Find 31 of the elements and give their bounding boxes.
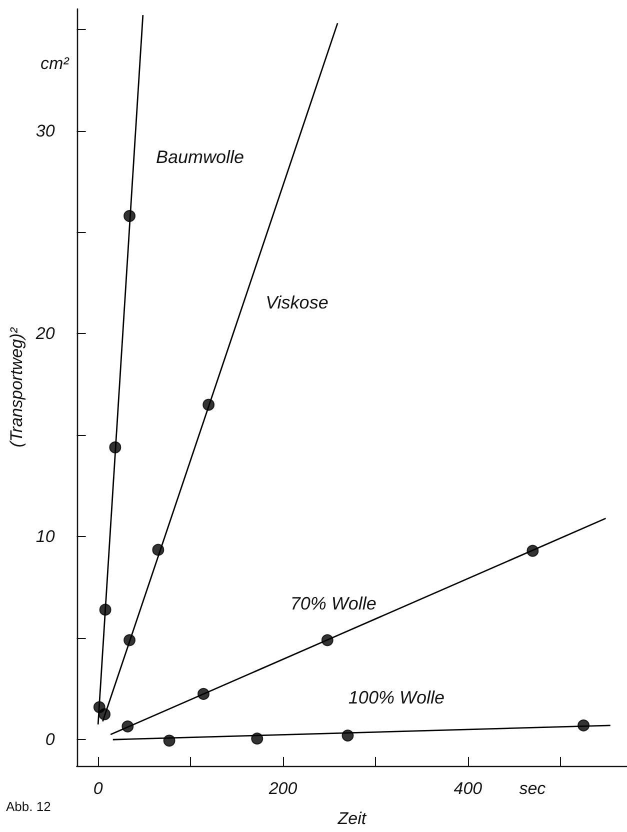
series-label: Viskose [266, 292, 328, 312]
point [109, 441, 122, 454]
series-label: Baumwolle [156, 146, 244, 167]
point [251, 732, 264, 745]
y-tick-label: 20 [34, 324, 56, 344]
x-axis-title: Zeit [336, 809, 368, 828]
point [163, 734, 176, 747]
point [526, 544, 539, 557]
point [321, 634, 334, 646]
y-tick-label: 30 [36, 121, 56, 140]
point [122, 720, 134, 732]
text: sec [519, 779, 546, 798]
point [99, 604, 112, 616]
y-tick-label: 10 [36, 527, 56, 546]
point [98, 708, 111, 720]
point [202, 398, 215, 411]
point [578, 719, 590, 732]
caption: Abb. 12 [6, 799, 51, 814]
x-tick-label: 400 [454, 779, 483, 798]
point [124, 210, 136, 222]
point [198, 688, 210, 700]
y-axis-title: (Transportweg)² [7, 326, 26, 448]
point [152, 544, 164, 556]
series-label: 70% Wolle [290, 593, 376, 614]
x-tick-label: 0 [93, 779, 104, 798]
point [124, 634, 136, 646]
series-label: 100% Wolle [348, 688, 444, 708]
y-tick-label: 0 [45, 730, 56, 750]
point [342, 730, 354, 742]
x-tick-label: 200 [268, 779, 298, 798]
text: cm² [40, 54, 70, 73]
